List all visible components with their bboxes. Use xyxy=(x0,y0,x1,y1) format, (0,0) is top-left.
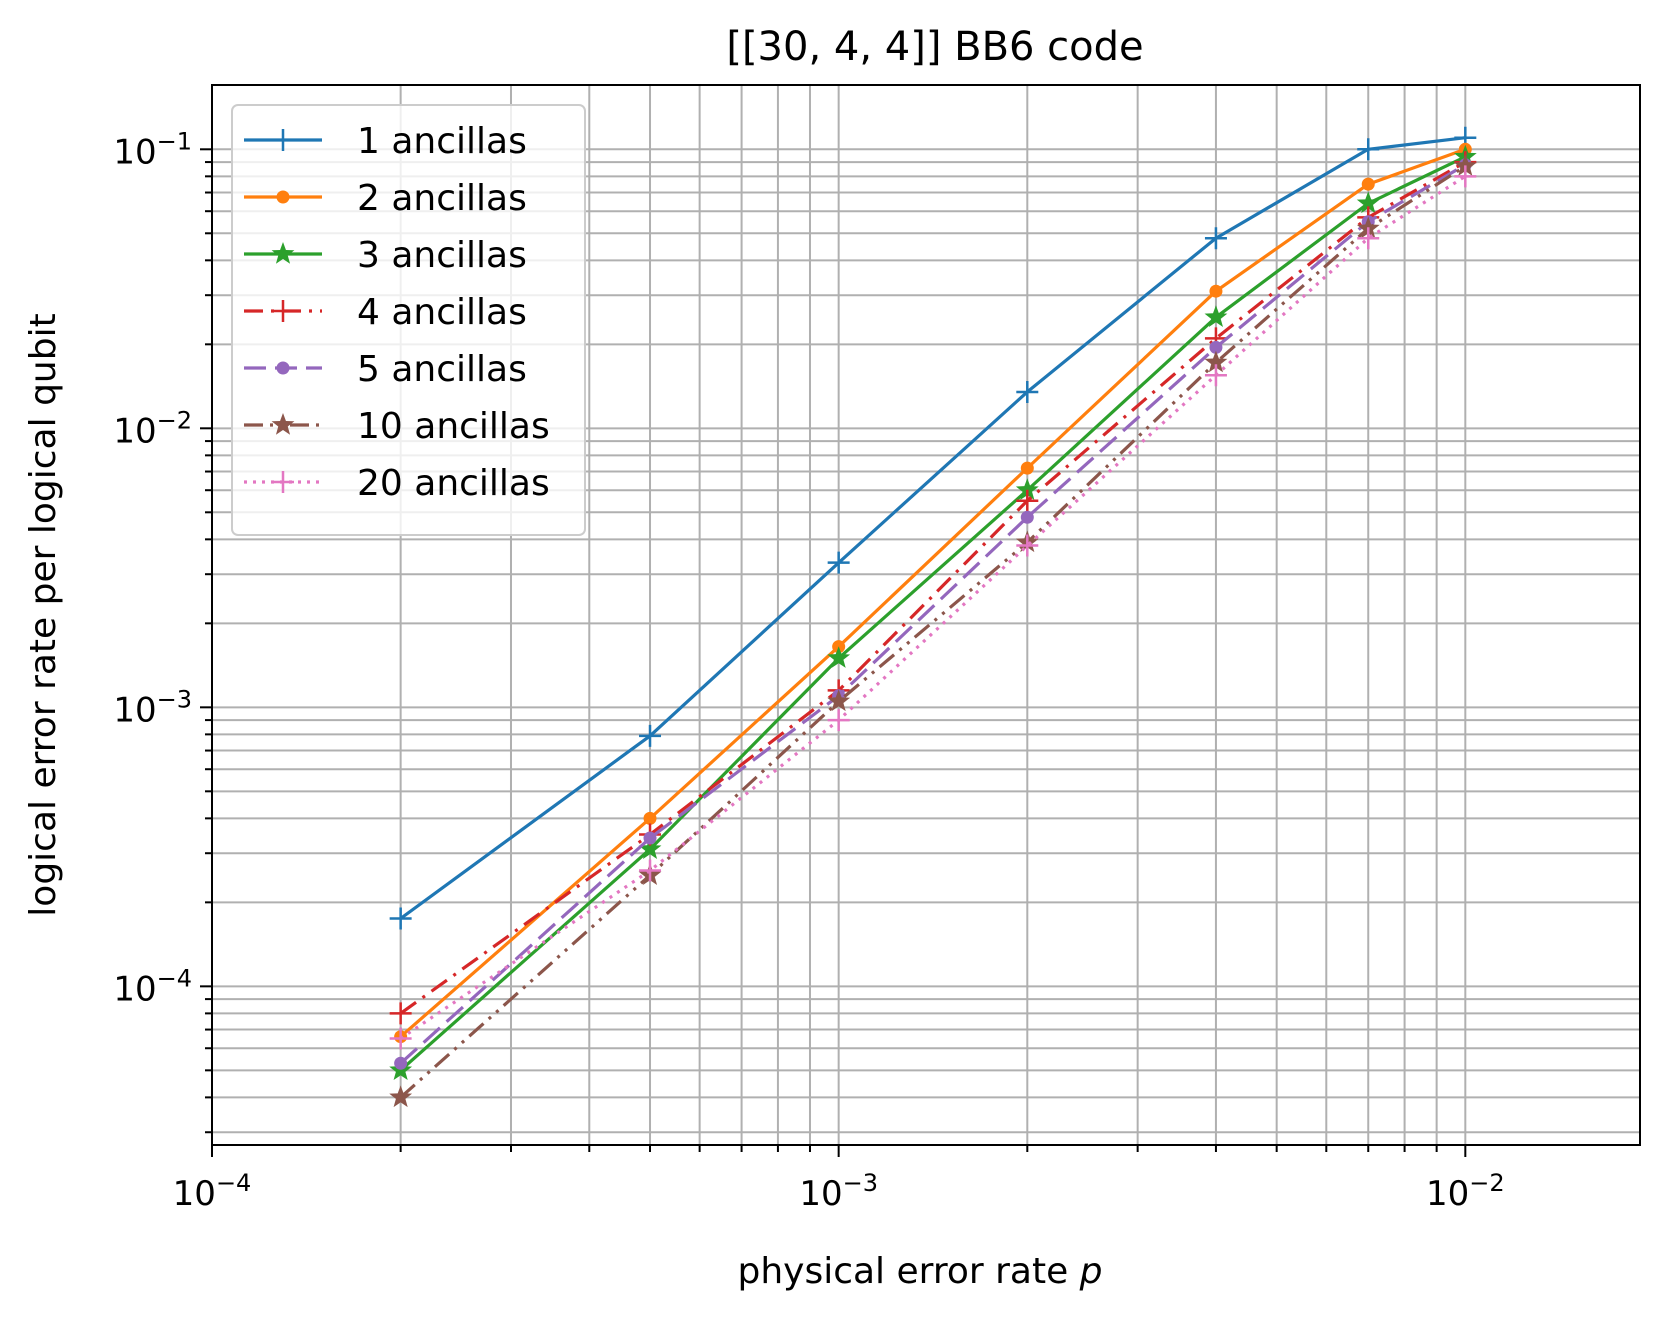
x-tick-label: 10−2 xyxy=(1426,1169,1505,1214)
legend-label: 1 ancillas xyxy=(357,121,527,162)
x-axis-label: physical error rate p xyxy=(737,1251,1102,1292)
y-tick-label: 10−1 xyxy=(113,127,192,172)
x-tick-base: 10 xyxy=(173,1174,216,1214)
x-tick-exponent: −3 xyxy=(843,1169,878,1197)
y-tick-base: 10 xyxy=(113,411,156,451)
star-marker xyxy=(271,242,295,264)
legend-label: 20 ancillas xyxy=(357,463,550,504)
y-tick-label: 10−4 xyxy=(113,964,192,1009)
x-tick-label: 10−3 xyxy=(799,1169,878,1214)
plus-marker xyxy=(639,724,662,747)
y-tick-exponent: −1 xyxy=(157,127,192,155)
dot-marker xyxy=(643,831,657,845)
y-axis: 10−410−310−210−1 xyxy=(113,127,212,1134)
legend-label: 2 ancillas xyxy=(357,178,527,219)
y-tick-exponent: −4 xyxy=(157,964,192,992)
y-tick-exponent: −3 xyxy=(157,685,192,713)
legend: 1 ancillas 2 ancillas 3 ancillas 4 ancillas… xyxy=(231,104,586,536)
legend-label: 4 ancillas xyxy=(357,292,527,333)
y-tick-base: 10 xyxy=(113,132,156,172)
plot-frame xyxy=(211,84,1641,1146)
legend-entry: 1 ancillas xyxy=(244,121,527,162)
plus-marker xyxy=(272,129,294,151)
star-marker xyxy=(827,646,851,668)
plus-marker xyxy=(1357,227,1380,250)
x-tick-base: 10 xyxy=(799,1174,842,1214)
star-marker xyxy=(1015,478,1039,500)
y-tick-label: 10−3 xyxy=(113,685,192,730)
plus-marker xyxy=(1204,227,1227,250)
plus-marker xyxy=(272,471,294,493)
plus-marker xyxy=(389,907,412,930)
series-20-ancillas xyxy=(389,165,1477,1050)
star-marker xyxy=(389,1085,413,1108)
legend-entry: 2 ancillas xyxy=(244,178,527,219)
legend-entry: 3 ancillas xyxy=(244,235,527,276)
plus-marker xyxy=(1204,364,1227,387)
dot-marker xyxy=(1020,510,1034,524)
dot-marker xyxy=(643,811,657,825)
legend-label: 3 ancillas xyxy=(357,235,527,276)
plus-marker xyxy=(827,551,850,574)
chart-title: [[30, 4, 4]] BB6 code xyxy=(726,24,1143,70)
plus-marker xyxy=(389,1027,412,1050)
legend-entry: 10 ancillas xyxy=(244,406,550,447)
star-marker xyxy=(271,413,295,435)
dot-marker xyxy=(1209,284,1223,298)
dot-marker xyxy=(276,190,290,204)
x-tick-label: 10−4 xyxy=(173,1169,252,1214)
x-tick-exponent: −2 xyxy=(1469,1169,1504,1197)
plus-marker xyxy=(639,859,662,882)
star-marker xyxy=(1356,191,1380,214)
plus-marker xyxy=(1016,534,1039,557)
x-axis-label-text: physical error rate xyxy=(737,1251,1079,1292)
series-layer xyxy=(389,126,1477,1108)
x-axis: 10−4 10−3 10−2 xyxy=(173,1145,1505,1214)
dot-marker xyxy=(1361,177,1375,191)
y-tick-label: 10−2 xyxy=(113,406,192,451)
x-axis-label-var: p xyxy=(1079,1251,1103,1292)
dot-marker xyxy=(394,1056,408,1070)
x-tick-exponent: −4 xyxy=(216,1169,251,1197)
plus-marker xyxy=(1357,138,1380,161)
dot-marker xyxy=(1209,340,1223,354)
star-marker xyxy=(827,689,851,712)
legend-box xyxy=(231,104,586,536)
legend-entry: 20 ancillas xyxy=(244,463,550,504)
y-tick-base: 10 xyxy=(113,969,156,1009)
plus-marker xyxy=(827,709,850,732)
plus-marker xyxy=(1454,165,1477,188)
star-marker xyxy=(1204,350,1228,373)
plus-marker xyxy=(1016,489,1039,512)
star-marker xyxy=(638,837,662,859)
plus-marker xyxy=(272,300,294,322)
x-tick-base: 10 xyxy=(1426,1174,1469,1214)
series-2-ancillas xyxy=(394,142,1472,1044)
dot-marker xyxy=(276,361,290,375)
series-1-ancillas xyxy=(389,126,1477,930)
dot-marker xyxy=(1020,461,1034,475)
plus-marker xyxy=(1016,380,1039,403)
plus-marker xyxy=(389,1002,412,1025)
y-axis-label: logical error rate per logical qubit xyxy=(23,313,64,916)
legend-label: 5 ancillas xyxy=(357,349,527,390)
star-marker xyxy=(1204,305,1228,327)
legend-entry: 5 ancillas xyxy=(244,349,527,390)
y-tick-base: 10 xyxy=(113,690,156,730)
legend-entry: 4 ancillas xyxy=(244,292,527,333)
y-tick-exponent: −2 xyxy=(157,406,192,434)
legend-label: 10 ancillas xyxy=(357,406,550,447)
star-marker xyxy=(1453,154,1477,176)
